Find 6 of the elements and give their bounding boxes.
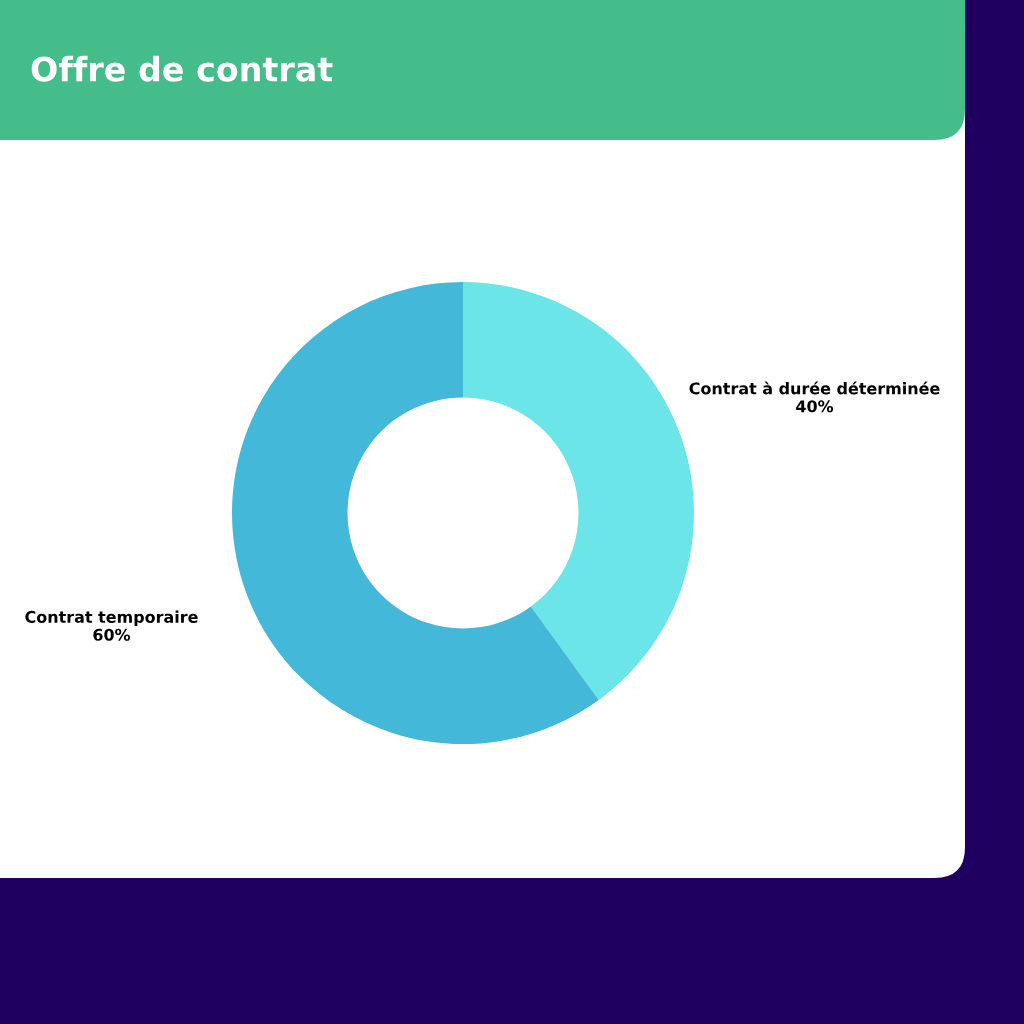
- chart-title: Offre de contrat: [31, 55, 333, 82]
- data-label: 60%: [93, 628, 131, 641]
- slice-label: Contrat à durée déterminée: [689, 381, 940, 395]
- data-label: 40%: [796, 400, 834, 413]
- slice-label: Contrat temporaire: [25, 610, 198, 626]
- donut-slice: [232, 282, 599, 744]
